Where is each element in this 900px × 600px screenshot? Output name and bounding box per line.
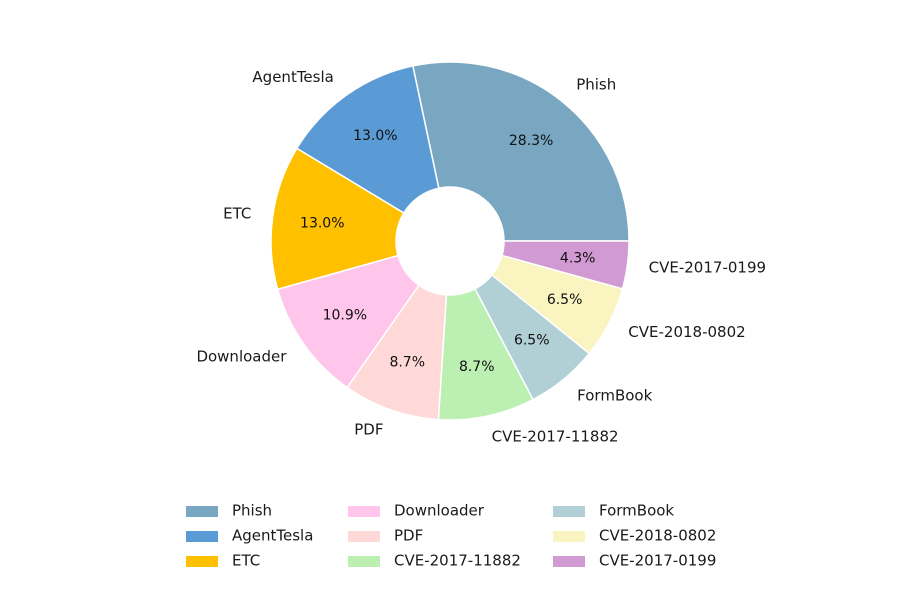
category-label-cve-2017-11882: CVE-2017-11882: [492, 428, 619, 446]
slice-phish: [411, 61, 630, 242]
legend-swatch-downloader: [348, 506, 380, 517]
pct-label-phish: 28.3%: [509, 133, 553, 149]
category-label-etc: ETC: [223, 204, 251, 222]
legend-label-phish: Phish: [232, 502, 272, 520]
legend-label-cve-2017-11882: CVE-2017-11882: [394, 552, 521, 570]
legend-label-formbook: FormBook: [599, 502, 674, 520]
category-label-downloader: Downloader: [196, 347, 287, 365]
slice-group: [270, 61, 630, 421]
legend-item-formbook: FormBook: [553, 502, 674, 520]
legend-swatch-cve-2018-0802: [553, 531, 585, 542]
legend-item-cve-2017-11882: CVE-2017-11882: [348, 552, 521, 570]
legend-label-cve-2017-0199: CVE-2017-0199: [599, 552, 716, 570]
legend-item-phish: Phish: [186, 502, 272, 520]
legend-label-etc: ETC: [232, 552, 260, 570]
label-group: 28.3% Phish 13.0% AgentTesla 13.0% ETC 10.9% Do…: [196, 68, 766, 446]
legend-swatch-phish: [186, 506, 218, 517]
legend-label-agenttesla: AgentTesla: [232, 527, 313, 545]
legend-item-cve-2017-0199: CVE-2017-0199: [553, 552, 716, 570]
legend-item-pdf: PDF: [348, 527, 423, 545]
pct-label-cve-2017-0199: 4.3%: [560, 250, 596, 266]
legend-label-pdf: PDF: [394, 527, 423, 545]
pct-label-agenttesla: 13.0%: [353, 128, 397, 144]
legend-swatch-agenttesla: [186, 531, 218, 542]
legend-item-cve-2018-0802: CVE-2018-0802: [553, 527, 716, 545]
pct-label-cve-2017-11882: 8.7%: [459, 359, 495, 375]
slice-agenttesla: [295, 65, 440, 215]
slice-etc: [270, 147, 405, 291]
pct-label-cve-2018-0802: 6.5%: [547, 292, 583, 308]
pct-label-pdf: 8.7%: [389, 355, 425, 371]
legend-item-downloader: Downloader: [348, 502, 485, 520]
category-label-cve-2018-0802: CVE-2018-0802: [628, 323, 745, 341]
legend-swatch-etc: [186, 556, 218, 567]
legend-item-agenttesla: AgentTesla: [186, 527, 313, 545]
slice-cve-2017-0199: [501, 240, 630, 290]
legend-swatch-cve-2017-0199: [553, 556, 585, 567]
category-label-agenttesla: AgentTesla: [252, 68, 333, 86]
category-label-phish: Phish: [576, 76, 616, 94]
legend-label-downloader: Downloader: [394, 502, 485, 520]
pct-label-downloader: 10.9%: [323, 308, 367, 324]
pct-label-etc: 13.0%: [300, 216, 344, 232]
legend-swatch-formbook: [553, 506, 585, 517]
legend: Phish AgentTesla ETC Downloader PDF CVE-2017-…: [186, 502, 716, 570]
category-label-formbook: FormBook: [577, 386, 652, 404]
slice-downloader: [276, 254, 421, 389]
pct-label-formbook: 6.5%: [514, 333, 550, 349]
legend-swatch-cve-2017-11882: [348, 556, 380, 567]
category-label-pdf: PDF: [354, 421, 383, 439]
legend-item-etc: ETC: [186, 552, 260, 570]
legend-swatch-pdf: [348, 531, 380, 542]
category-label-cve-2017-0199: CVE-2017-0199: [649, 259, 766, 277]
legend-label-cve-2018-0802: CVE-2018-0802: [599, 527, 716, 545]
